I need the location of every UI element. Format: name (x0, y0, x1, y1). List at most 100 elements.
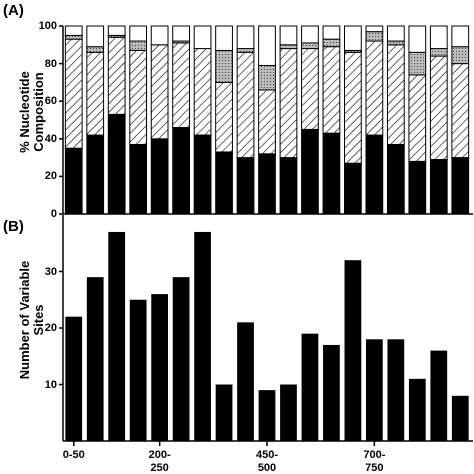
bar-segment (429, 55, 448, 160)
bar-segment (193, 25, 212, 50)
bar (258, 390, 276, 441)
y-axis-label: % Nucleotide Composition (17, 71, 46, 153)
panel-label: (A) (3, 2, 24, 19)
bar-segment (451, 46, 470, 65)
bar-segment (344, 162, 362, 215)
panel-label: (B) (3, 218, 24, 235)
bar-segment (107, 25, 126, 36)
x-tick-label: 700-750 (363, 449, 386, 474)
bar-segment (172, 25, 190, 42)
bar-segment (193, 134, 212, 215)
bar-segment (301, 42, 319, 50)
bar (108, 231, 126, 441)
bar-segment (322, 38, 341, 48)
bar-segment (365, 31, 384, 42)
y-tick-label: 0 (50, 208, 57, 220)
bar-segment (451, 25, 470, 48)
bar-segment (429, 25, 448, 50)
bar-segment (86, 46, 105, 53)
bar (387, 339, 405, 441)
bar-segment (408, 74, 427, 162)
bar-segment (301, 128, 319, 215)
bar-segment (215, 25, 233, 51)
bar (344, 260, 362, 441)
bar (408, 378, 426, 441)
bar-segment (279, 25, 298, 46)
x-tick-label: 450-500 (255, 449, 279, 474)
bar-segment (150, 138, 169, 215)
bar-segment (86, 25, 105, 48)
bar-segment (172, 127, 190, 215)
bar-segment (64, 147, 83, 215)
bar-segment (86, 51, 105, 136)
bar-segment (129, 143, 148, 215)
bar-segment (301, 48, 319, 130)
bar-segment (279, 48, 298, 159)
bar (151, 294, 169, 441)
bar (301, 333, 319, 441)
bar-segment (386, 143, 405, 215)
bar (194, 231, 211, 441)
bar-segment (365, 25, 384, 33)
y-tick-label: 30 (44, 265, 57, 278)
bar-segment (258, 89, 276, 155)
bar-segment (279, 157, 298, 215)
bar-segment (172, 42, 190, 129)
y-tick-label: 60 (44, 95, 57, 108)
bar-segment (344, 25, 362, 51)
bar-segment (258, 153, 276, 215)
y-tick-label: 80 (44, 57, 57, 70)
bar (172, 277, 190, 441)
bar-segment (215, 81, 233, 153)
bar-segment (386, 44, 405, 145)
bar-segment (236, 48, 255, 53)
bar-segment (365, 40, 384, 136)
bar-segment (236, 25, 255, 50)
bar-segment (408, 51, 427, 76)
bar (280, 384, 297, 441)
bar-segment (322, 46, 341, 134)
bar-segment (386, 40, 405, 46)
y-tick-label: 10 (44, 378, 57, 391)
bar-segment (451, 157, 470, 215)
bar-segment (129, 49, 148, 145)
bar-segment (344, 51, 362, 164)
bar-segment (322, 25, 341, 40)
bar-segment (193, 48, 212, 136)
y-tick-label: 20 (44, 322, 57, 334)
bar-segment (365, 134, 384, 215)
y-tick-label: 40 (44, 132, 57, 145)
bar-segment (279, 44, 298, 50)
bar (451, 395, 469, 441)
y-tick-label: 100 (38, 20, 57, 32)
bar-segment (429, 48, 448, 57)
bar-segment (64, 38, 83, 149)
x-tick-label: 200-250 (148, 449, 171, 474)
bar-segment (429, 158, 448, 215)
bar (86, 277, 104, 441)
bar-segment (129, 25, 148, 42)
bar (365, 339, 383, 441)
bar-segment (107, 113, 126, 215)
bar-segment (322, 132, 341, 215)
bar-segment (150, 44, 169, 140)
bar-segment (236, 157, 255, 215)
bar-segment (258, 64, 276, 91)
bar (215, 384, 233, 441)
y-tick-label: 20 (44, 170, 57, 183)
bar-segment (64, 34, 83, 40)
bar (65, 316, 83, 441)
bar-segment (408, 25, 427, 53)
bar-segment (386, 25, 405, 42)
bar-segment (236, 51, 255, 159)
bar-segment (451, 63, 470, 159)
bar-segment (64, 25, 83, 36)
y-axis-label: Number of Variable Sites (17, 260, 46, 380)
bar-segment (150, 25, 169, 46)
x-tick-label: 0-50 (62, 449, 85, 461)
bar-segment (86, 134, 105, 215)
bar-segment (215, 151, 233, 215)
bar (430, 350, 448, 441)
